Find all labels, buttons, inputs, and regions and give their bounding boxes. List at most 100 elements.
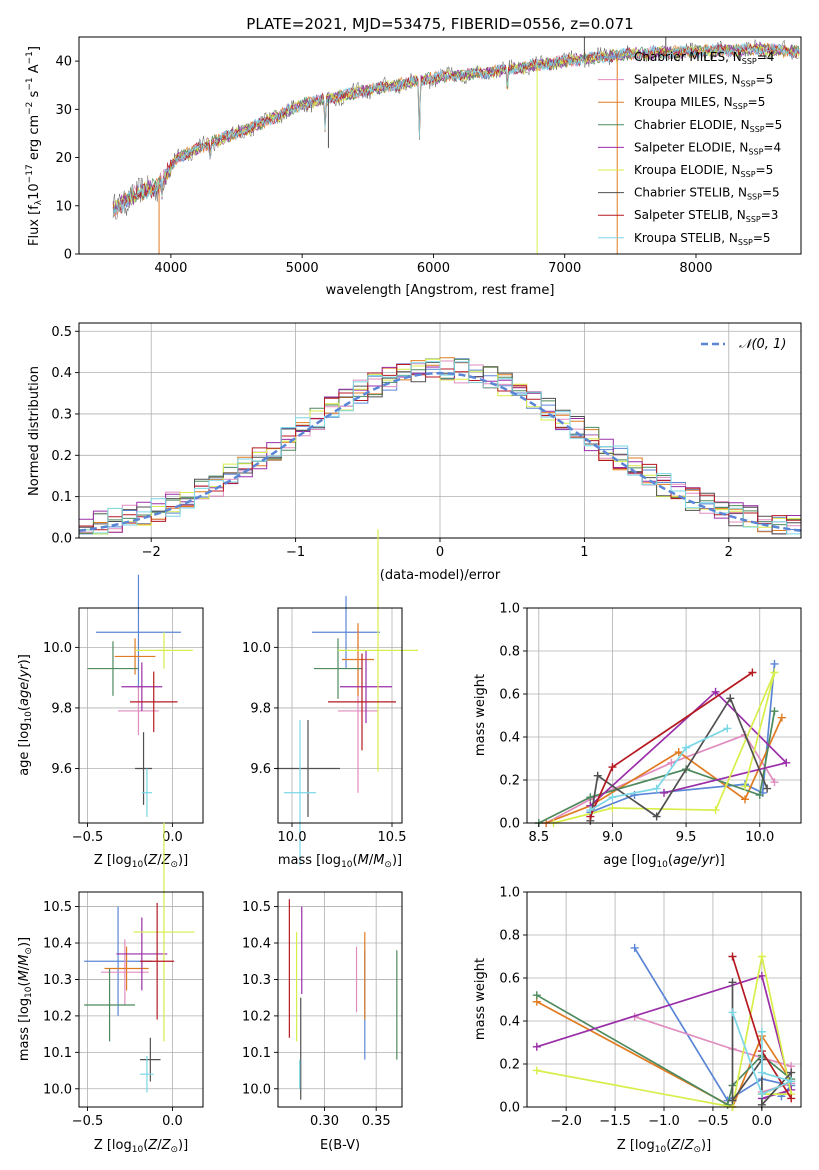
x-tick-label: 2 <box>725 545 733 560</box>
y-tick-label: 10.1 <box>43 1046 72 1061</box>
y-tick-label: 1.0 <box>499 602 520 617</box>
mass-vs-ebv-panel: 0.30 0.35 10.0 10.1 10.2 10.3 10.4 10.5 E(B-V) <box>242 891 403 1153</box>
y-tick-label: 20 <box>55 151 72 166</box>
age-vs-z-content <box>87 574 193 817</box>
massweight-marker <box>757 1090 766 1099</box>
age-vs-z-xlabel: Z [log10(Z/Z⊙)] <box>94 853 188 870</box>
x-tick-label: 0.0 <box>162 830 183 845</box>
massweight-marker <box>608 803 617 812</box>
spectrum-series-line <box>112 42 800 218</box>
y-tick-label: 0.2 <box>51 449 72 464</box>
age-vs-z-ylabel: age [log10(age/yr)] <box>17 654 34 776</box>
mass-vs-ebv-content <box>288 899 398 1100</box>
massweight-marker <box>723 724 732 733</box>
mass-vs-ebv-grid <box>278 892 402 1107</box>
x-tick-label: 0.30 <box>310 1114 339 1129</box>
histogram-content <box>78 357 802 538</box>
massweight-marker <box>755 791 764 800</box>
x-tick-label: 4000 <box>154 261 187 276</box>
massweight-vs-z-axes: −2.0 −1.5 −1.0 −0.5 0.0 0.0 0.2 0.4 0.6 0.8 1.0 <box>499 886 772 1130</box>
massweight-marker <box>608 793 617 802</box>
massweight-marker <box>770 707 779 716</box>
y-tick-label: 9.6 <box>51 762 72 777</box>
y-tick-label: 40 <box>55 55 72 70</box>
mass-vs-z-content <box>84 822 195 1093</box>
x-tick-label: 0.0 <box>162 1114 183 1129</box>
histogram-step <box>78 361 801 538</box>
x-tick-label: 0 <box>436 545 444 560</box>
y-tick-label: 0.4 <box>499 1015 520 1030</box>
y-tick-label: 10.3 <box>43 973 72 988</box>
y-tick-label: 30 <box>55 103 72 118</box>
y-tick-label: 0.6 <box>499 972 520 987</box>
x-tick-label: 10.5 <box>378 830 407 845</box>
y-tick-label: 0.2 <box>499 1058 520 1073</box>
mass-vs-z-axes: −0.5 0.0 10.0 10.1 10.2 10.3 10.4 10.5 <box>43 900 183 1129</box>
spectrum-frame <box>78 36 802 255</box>
y-tick-label: 0.2 <box>499 774 520 789</box>
massweight-marker <box>728 978 737 987</box>
y-tick-label: 0.3 <box>51 407 72 422</box>
legend-entry: Chabrier STELIB, NSSP=5 <box>634 186 780 202</box>
massweight-marker <box>770 668 779 677</box>
massweight-marker <box>748 668 757 677</box>
legend-entry: Salpeter MILES, NSSP=5 <box>634 73 773 89</box>
legend-entry: Salpeter ELODIE, NSSP=4 <box>634 140 781 156</box>
x-tick-label: −2.0 <box>550 1114 582 1129</box>
y-tick-label: 10.3 <box>242 973 271 988</box>
y-tick-label: 10.0 <box>43 1082 72 1097</box>
massweight-marker <box>757 1027 766 1036</box>
massweight-marker <box>608 763 617 772</box>
y-tick-label: 0.0 <box>51 532 72 547</box>
massweight-marker <box>770 778 779 787</box>
y-tick-label: 0.4 <box>499 731 520 746</box>
mass-vs-z-ylabel: mass [log10(M/M⊙)] <box>17 937 34 1061</box>
normal-curve <box>78 371 802 533</box>
y-tick-label: 0 <box>64 248 72 263</box>
age-vs-z-frame <box>78 607 204 824</box>
massweight-line <box>538 711 776 824</box>
age-vs-mass-grid <box>278 608 402 823</box>
y-tick-label: 0.0 <box>499 817 520 832</box>
massweight-line <box>545 717 783 824</box>
massweight-marker <box>728 1096 737 1105</box>
massweight-marker <box>726 694 735 703</box>
massweight-marker <box>741 795 750 804</box>
age-vs-mass-xlabel: mass [log10(M/M⊙)] <box>278 853 402 870</box>
y-tick-label: 10.2 <box>242 1009 271 1024</box>
massweight-marker <box>652 812 661 821</box>
y-tick-label: 0.6 <box>499 688 520 703</box>
mass-vs-ebv-frame <box>277 891 403 1108</box>
y-tick-label: 0.8 <box>499 929 520 944</box>
x-tick-label: 6000 <box>417 261 450 276</box>
x-tick-label: 0.0 <box>752 1114 773 1129</box>
legend-entry: Kroupa MILES, NSSP=5 <box>634 95 765 111</box>
histogram-ylabel: Normed distribution <box>27 366 42 496</box>
age-vs-z-axes: −0.5 0.0 9.6 9.8 10.0 <box>43 641 183 845</box>
massweight-marker <box>787 1077 796 1086</box>
y-tick-label: 10.1 <box>242 1046 271 1061</box>
legend-entry: Kroupa ELODIE, NSSP=5 <box>634 163 773 179</box>
massweight-marker <box>763 784 772 793</box>
massweight-marker <box>787 1094 796 1103</box>
y-tick-label: 9.6 <box>250 762 271 777</box>
mass-vs-z-grid <box>79 892 203 1107</box>
x-tick-label: 7000 <box>548 261 581 276</box>
massweight-marker <box>532 1042 541 1051</box>
spectrum-ylabel: Flux [fλ10−17 erg cm−2 s−1 A−1] <box>25 46 44 246</box>
massweight-marker <box>674 748 683 757</box>
y-tick-label: 0.5 <box>51 325 72 340</box>
histogram-axes: −2 −1 0 1 2 0.0 0.1 0.2 0.3 0.4 0.5 <box>51 325 733 560</box>
x-tick-label: −1 <box>286 545 305 560</box>
x-tick-label: 0.35 <box>362 1114 391 1129</box>
y-tick-label: 10.0 <box>43 641 72 656</box>
x-tick-label: 1 <box>580 545 588 560</box>
massweight-marker <box>741 782 750 791</box>
massweight-marker <box>757 971 766 980</box>
x-tick-label: 9.5 <box>676 830 697 845</box>
massweight-vs-z-xlabel: Z [log10(Z/Z⊙)] <box>617 1138 711 1155</box>
mass-vs-z-frame <box>78 891 204 1108</box>
massweight-vs-age-frame <box>526 607 802 824</box>
spectrum-content <box>112 37 800 254</box>
